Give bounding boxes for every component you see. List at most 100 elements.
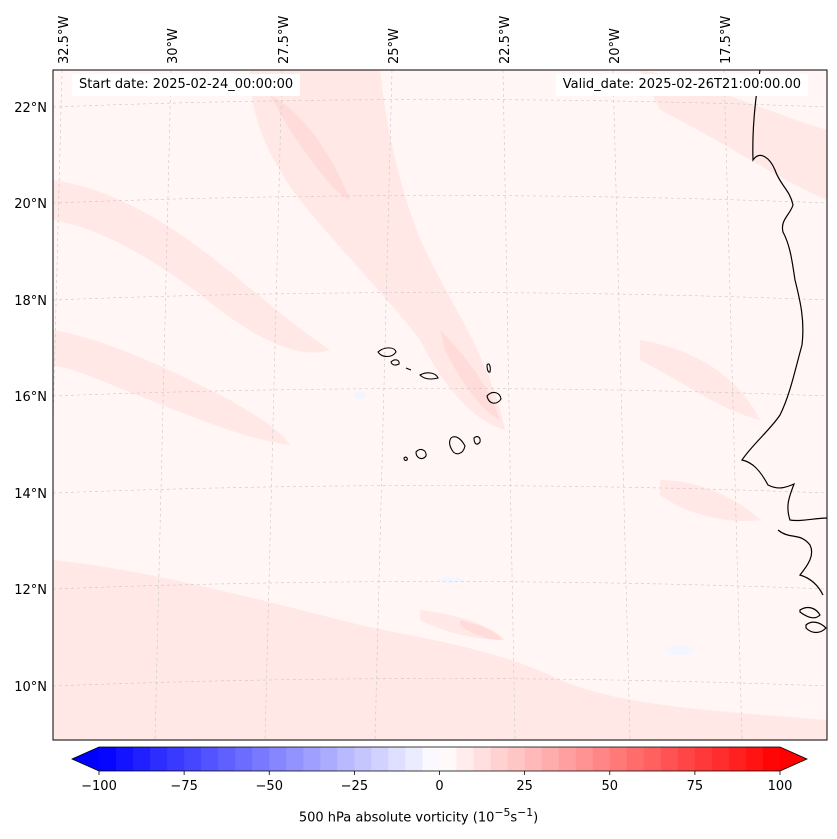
colorbar-ticks: −100 −75 −50 −25 0 25 50 75 100 bbox=[81, 771, 792, 794]
lat-label: 18°N bbox=[14, 294, 47, 309]
meridian-25W bbox=[374, 70, 393, 740]
colorbar-segment bbox=[167, 747, 185, 771]
meridian-22-5W bbox=[502, 70, 516, 740]
colorbar-label-exponent: −5 bbox=[494, 806, 511, 819]
colorbar-segment bbox=[694, 747, 713, 771]
colorbar-segment bbox=[116, 747, 134, 771]
colorbar-segment bbox=[303, 747, 321, 771]
latitude-labels: 22°N 20°N 18°N 16°N 14°N 12°N 10°N bbox=[14, 101, 47, 695]
colorbar-max-extension bbox=[780, 747, 807, 771]
lon-label: 17.5°W bbox=[719, 16, 734, 64]
colorbar-segment bbox=[405, 747, 424, 771]
colorbar-tick-label: −25 bbox=[341, 779, 368, 794]
island-sao-vicente bbox=[390, 359, 400, 366]
colorbar-segment bbox=[473, 747, 492, 771]
island-maio bbox=[473, 436, 481, 445]
vorticity-core-north bbox=[270, 95, 350, 200]
island-sal bbox=[486, 363, 491, 373]
vorticity-field-contours bbox=[53, 70, 827, 740]
colorbar-tick-label: −50 bbox=[256, 779, 283, 794]
vorticity-core-south bbox=[460, 620, 502, 640]
island-brava bbox=[403, 456, 408, 461]
vorticity-band-northeast bbox=[640, 70, 827, 200]
colorbar-segment bbox=[252, 747, 270, 771]
map-frame bbox=[52, 69, 828, 741]
valid-date-label: Valid_date: 2025-02-26T21:00:00.00 bbox=[555, 74, 808, 96]
lon-label: 27.5°W bbox=[277, 16, 292, 64]
start-date-label: Start date: 2025-02-24_00:00:00 bbox=[72, 74, 301, 96]
meridian-20W bbox=[612, 70, 631, 740]
vorticity-blob-east bbox=[660, 480, 760, 521]
colorbar-segments bbox=[99, 747, 781, 771]
lat-label: 22°N bbox=[14, 101, 47, 116]
colorbar-label-close: ) bbox=[533, 810, 539, 826]
island-sao-nicolau bbox=[419, 372, 439, 380]
graticule bbox=[53, 70, 827, 740]
lat-label: 10°N bbox=[14, 680, 47, 695]
colorbar-segment bbox=[235, 747, 253, 771]
colorbar-tick-label: −75 bbox=[170, 779, 197, 794]
colorbar-segment bbox=[660, 747, 679, 771]
lon-label: 30°W bbox=[166, 28, 181, 64]
parallel-18N bbox=[53, 292, 827, 301]
vorticity-band-west bbox=[53, 180, 330, 353]
colorbar-segment bbox=[643, 747, 662, 771]
colorbar-segment bbox=[422, 747, 441, 771]
island-santiago bbox=[449, 436, 466, 455]
colorbar-segment bbox=[745, 747, 764, 771]
colorbar-segment bbox=[626, 747, 645, 771]
colorbar-segment bbox=[558, 747, 577, 771]
parallel-10N bbox=[53, 678, 827, 687]
colorbar-tick-label: 75 bbox=[687, 779, 704, 794]
colorbar-segment bbox=[150, 747, 168, 771]
lat-label: 20°N bbox=[14, 197, 47, 212]
vorticity-core-center bbox=[440, 330, 500, 420]
colorbar-segment bbox=[728, 747, 747, 771]
coastline bbox=[741, 70, 827, 634]
lon-label: 22.5°W bbox=[498, 16, 513, 64]
parallel-22N bbox=[53, 99, 827, 108]
colorbar-segment bbox=[388, 747, 407, 771]
parallel-16N bbox=[53, 388, 827, 397]
colorbar-tick-label: 50 bbox=[601, 779, 618, 794]
negative-spot bbox=[354, 391, 366, 399]
colorbar-min-extension bbox=[72, 747, 99, 771]
lat-label: 14°N bbox=[14, 487, 47, 502]
meridian-27-5W bbox=[264, 70, 283, 740]
colorbar-segment bbox=[711, 747, 730, 771]
colorbar-segment bbox=[507, 747, 526, 771]
colorbar-segment bbox=[99, 747, 117, 771]
colorbar-segment bbox=[184, 747, 202, 771]
colorbar-segment bbox=[762, 747, 781, 771]
island-santo-antao bbox=[377, 347, 397, 358]
vorticity-band-east bbox=[640, 340, 760, 420]
parallel-14N bbox=[53, 485, 827, 494]
colorbar-tick-label: 0 bbox=[435, 779, 443, 794]
colorbar-label-text: 500 hPa absolute vorticity (10 bbox=[298, 810, 495, 826]
negative-spot bbox=[666, 645, 694, 655]
lon-label: 25°W bbox=[387, 28, 402, 64]
coastline-bissagos bbox=[805, 621, 827, 634]
colorbar-segment bbox=[218, 747, 236, 771]
vorticity-band-southwest bbox=[53, 330, 290, 445]
meridian-17-5W bbox=[723, 70, 743, 740]
colorbar-segment bbox=[592, 747, 611, 771]
colorbar-segment bbox=[269, 747, 287, 771]
coastline-gambia-guinea-bissau bbox=[777, 529, 824, 596]
coastline-bissagos bbox=[799, 606, 821, 619]
island-boa-vista bbox=[486, 391, 502, 404]
colorbar-tick-label: −100 bbox=[81, 779, 117, 794]
colorbar-label-unit: s bbox=[510, 810, 518, 826]
colorbar-segment bbox=[201, 747, 219, 771]
vorticity-band-south bbox=[53, 560, 827, 740]
colorbar-segment bbox=[286, 747, 304, 771]
colorbar-segment bbox=[524, 747, 543, 771]
colorbar-segment bbox=[575, 747, 594, 771]
colorbar-tick-label: 100 bbox=[768, 779, 793, 794]
colorbar-segment bbox=[133, 747, 151, 771]
colorbar-tick-label: 25 bbox=[516, 779, 533, 794]
map-panel bbox=[53, 70, 827, 740]
colorbar-segment bbox=[677, 747, 696, 771]
island-santa-luzia bbox=[405, 367, 412, 371]
